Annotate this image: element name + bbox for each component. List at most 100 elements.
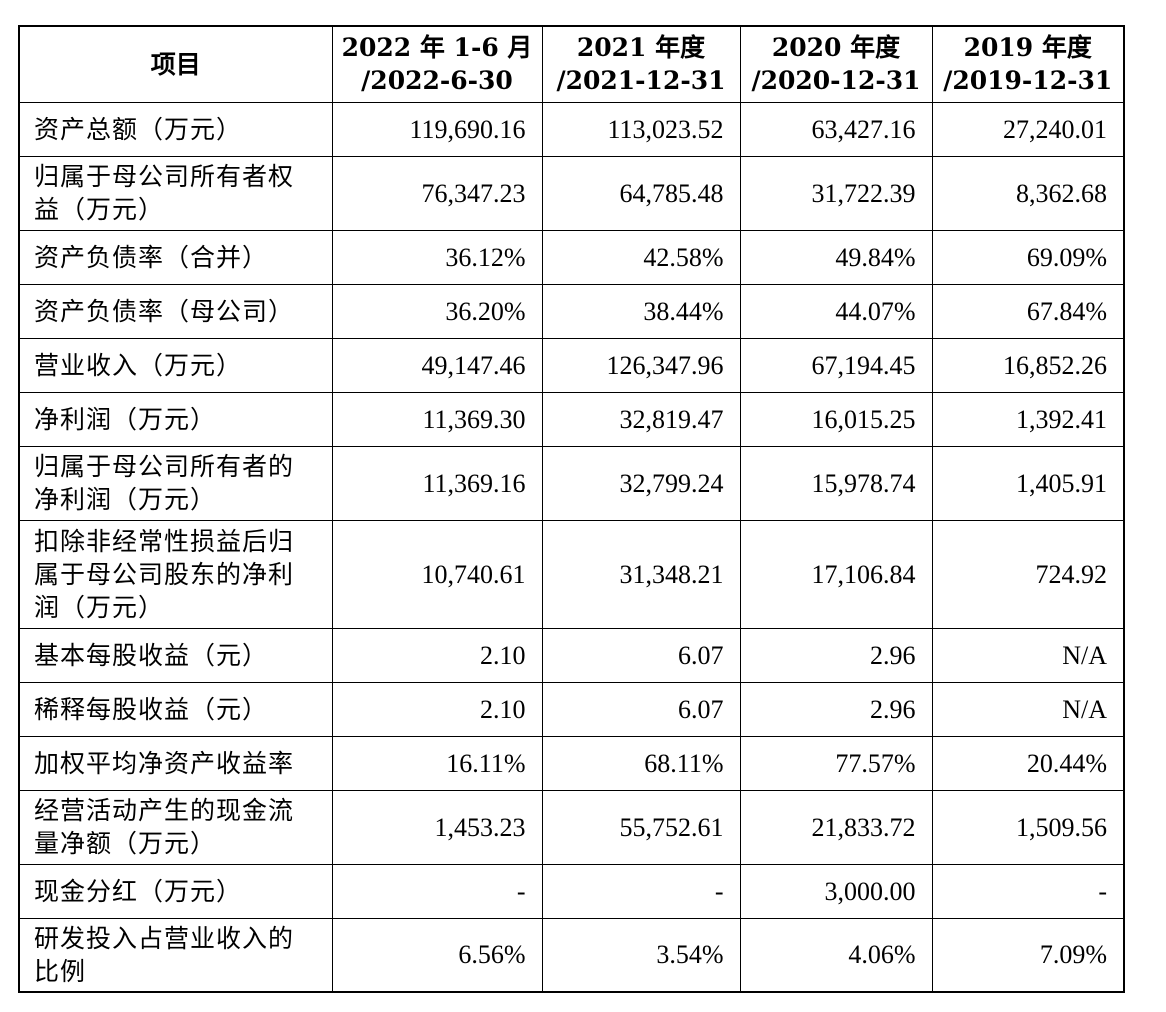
cell-value: 55,752.61 <box>541 789 741 865</box>
cell-value: 2.10 <box>331 681 543 737</box>
table-row: 资产负债率（合并） 36.12% 42.58% 49.84% 69.09% <box>18 229 1125 285</box>
table-row: 归属于母公司所有者权 益（万元） 76,347.23 64,785.48 31,722.… <box>18 155 1125 231</box>
cell-value: 38.44% <box>541 283 741 339</box>
cell-value: 10,740.61 <box>331 519 543 629</box>
row-label-line: 比例 <box>34 956 87 986</box>
row-label-line: 资产总额（万元） <box>34 114 243 144</box>
row-label: 资产负债率（合并） <box>18 229 333 285</box>
cell-value: 21,833.72 <box>739 789 933 865</box>
cell-value: 8,362.68 <box>931 155 1125 231</box>
cell-value: 15,978.74 <box>739 445 933 521</box>
cell-value: 67,194.45 <box>739 337 933 393</box>
row-label-line: 净利润（万元） <box>34 404 217 434</box>
header-2022h1: 2022 年 1-6 月 /2022-6-30 <box>331 25 543 103</box>
row-label-line: 净利润（万元） <box>34 485 217 514</box>
row-label-line: 营业收入（万元） <box>34 350 243 380</box>
cell-value: 724.92 <box>931 519 1125 629</box>
row-label: 归属于母公司所有者权 益（万元） <box>18 155 333 231</box>
row-label: 加权平均净资产收益率 <box>18 735 333 791</box>
cell-value: 4.06% <box>739 917 933 993</box>
cell-value: 3.54% <box>541 917 741 993</box>
cell-value: 42.58% <box>541 229 741 285</box>
cell-value: 16,015.25 <box>739 391 933 447</box>
cell-value: 2.96 <box>739 627 933 683</box>
table-row: 现金分红（万元） - -3,000.00- <box>18 863 1125 919</box>
cell-value: 6.56% <box>331 917 543 993</box>
row-label-line: 稀释每股收益（元） <box>34 694 269 724</box>
row-label-line: 研发投入占营业收入的 <box>34 923 295 953</box>
row-label-line: 归属于母公司所有者权 <box>34 162 295 191</box>
cell-value: 7.09% <box>931 917 1125 993</box>
cell-value: 49,147.46 <box>331 337 543 393</box>
row-label: 经营活动产生的现金流 量净额（万元） <box>18 789 333 865</box>
row-label-line: 经营活动产生的现金流 <box>34 796 295 825</box>
row-label-line: 润（万元） <box>34 592 165 622</box>
cell-value: 44.07% <box>739 283 933 339</box>
cell-value: 69.09% <box>931 229 1125 285</box>
row-label: 营业收入（万元） <box>18 337 333 393</box>
row-label-line: 加权平均净资产收益率 <box>34 748 295 778</box>
header-2020: 2020 年度 /2020-12-31 <box>739 25 933 103</box>
cell-value: 63,427.16 <box>739 101 933 157</box>
cell-value: 20.44% <box>931 735 1125 791</box>
cell-value: 64,785.48 <box>541 155 741 231</box>
cell-value: 3,000.00 <box>739 863 933 919</box>
cell-value: 36.20% <box>331 283 543 339</box>
cell-value: 17,106.84 <box>739 519 933 629</box>
row-label-line: 基本每股收益（元） <box>34 640 269 670</box>
cell-value: 6.07 <box>541 627 741 683</box>
header-item: 项目 <box>18 25 333 103</box>
cell-value: 31,348.21 <box>541 519 741 629</box>
table-row: 稀释每股收益（元） 2.10 6.07 2.96 N/A <box>18 681 1125 737</box>
row-label-line: 属于母公司股东的净利 <box>34 559 295 589</box>
row-label-line: 现金分红（万元） <box>34 876 243 906</box>
cell-value: 32,799.24 <box>541 445 741 521</box>
table-row: 基本每股收益（元） 2.10 6.07 2.96 N/A <box>18 627 1125 683</box>
table-row: 研发投入占营业收入的 比例 6.56% 3.54% 4.06% 7.09% <box>18 917 1125 993</box>
cell-value: 6.07 <box>541 681 741 737</box>
cell-value: 36.12% <box>331 229 543 285</box>
row-label: 基本每股收益（元） <box>18 627 333 683</box>
cell-value: 27,240.01 <box>931 101 1125 157</box>
row-label: 扣除非经常性损益后归 属于母公司股东的净利 润（万元） <box>18 519 333 629</box>
table-row: 经营活动产生的现金流 量净额（万元） 1,453.23 55,752.61 21,833… <box>18 789 1125 865</box>
cell-value: 126,347.96 <box>541 337 741 393</box>
cell-value: 113,023.52 <box>541 101 741 157</box>
financial-summary-table: 项目 2022 年 1-6 月 /2022-6-30 2021 年度 /2021… <box>18 25 1125 993</box>
cell-value: 11,369.16 <box>331 445 543 521</box>
row-label-line: 资产负债率（母公司） <box>34 296 295 326</box>
row-label: 净利润（万元） <box>18 391 333 447</box>
cell-value: 1,453.23 <box>331 789 543 865</box>
cell-value: - <box>331 863 543 919</box>
cell-value: 11,369.30 <box>331 391 543 447</box>
header-2019: 2019 年度 /2019-12-31 <box>931 25 1125 103</box>
cell-value: 2.96 <box>739 681 933 737</box>
row-label-line: 量净额（万元） <box>34 829 217 858</box>
row-label-line: 资产负债率（合并） <box>34 242 269 272</box>
cell-value: 32,819.47 <box>541 391 741 447</box>
row-label: 资产负债率（母公司） <box>18 283 333 339</box>
cell-value: N/A <box>931 627 1125 683</box>
row-label: 资产总额（万元） <box>18 101 333 157</box>
cell-value: - <box>541 863 741 919</box>
cell-value: 2.10 <box>331 627 543 683</box>
row-label: 归属于母公司所有者的 净利润（万元） <box>18 445 333 521</box>
cell-value: 1,405.91 <box>931 445 1125 521</box>
cell-value: 68.11% <box>541 735 741 791</box>
row-label: 稀释每股收益（元） <box>18 681 333 737</box>
table-row: 净利润（万元） 11,369.30 32,819.47 16,015.25 1,392.… <box>18 391 1125 447</box>
row-label-line: 扣除非经常性损益后归 <box>34 526 295 556</box>
row-label: 现金分红（万元） <box>18 863 333 919</box>
row-label-line: 益（万元） <box>34 195 165 224</box>
cell-value: - <box>931 863 1125 919</box>
table-body: 资产总额（万元） 119,690.16 113,023.52 63,427.16 27,… <box>18 101 1125 993</box>
table-header-row: 项目 2022 年 1-6 月 /2022-6-30 2021 年度 /2021… <box>18 25 1125 103</box>
cell-value: 16,852.26 <box>931 337 1125 393</box>
row-label: 研发投入占营业收入的 比例 <box>18 917 333 993</box>
cell-value: 16.11% <box>331 735 543 791</box>
cell-value: 1,509.56 <box>931 789 1125 865</box>
table-row: 资产总额（万元） 119,690.16 113,023.52 63,427.16 27,… <box>18 101 1125 157</box>
row-label-line: 归属于母公司所有者的 <box>34 452 295 481</box>
cell-value: 1,392.41 <box>931 391 1125 447</box>
cell-value: 67.84% <box>931 283 1125 339</box>
